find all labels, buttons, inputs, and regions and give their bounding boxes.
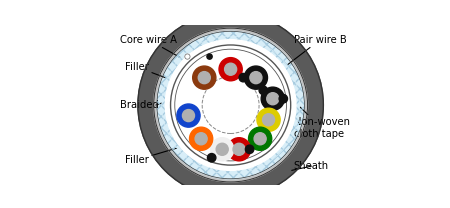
- Circle shape: [154, 28, 307, 182]
- Text: Filler: Filler: [125, 141, 201, 165]
- Circle shape: [244, 66, 267, 89]
- Circle shape: [207, 154, 216, 162]
- Circle shape: [254, 133, 266, 145]
- Circle shape: [216, 143, 228, 155]
- Circle shape: [261, 87, 284, 110]
- Circle shape: [250, 72, 262, 84]
- Circle shape: [245, 145, 254, 154]
- Circle shape: [257, 108, 280, 131]
- Text: Core wire A: Core wire A: [120, 35, 201, 69]
- Circle shape: [225, 63, 237, 75]
- Circle shape: [267, 93, 279, 105]
- Circle shape: [162, 37, 299, 173]
- Circle shape: [219, 58, 242, 81]
- Text: Braided shield: Braided shield: [120, 100, 192, 110]
- Text: Pair wire B: Pair wire B: [270, 35, 346, 78]
- Circle shape: [182, 110, 194, 122]
- Circle shape: [157, 31, 304, 179]
- Circle shape: [189, 127, 213, 150]
- Circle shape: [248, 127, 272, 150]
- Circle shape: [279, 94, 288, 103]
- Circle shape: [193, 66, 216, 89]
- Circle shape: [211, 138, 234, 161]
- Text: Filler: Filler: [125, 62, 199, 90]
- Circle shape: [227, 138, 251, 161]
- Circle shape: [239, 73, 248, 82]
- Circle shape: [185, 54, 190, 59]
- Circle shape: [207, 54, 212, 59]
- Circle shape: [198, 72, 210, 84]
- Circle shape: [165, 40, 296, 170]
- Circle shape: [177, 104, 200, 127]
- Text: Sheath: Sheath: [292, 161, 329, 171]
- Text: Non-woven
cloth tape: Non-woven cloth tape: [294, 107, 350, 139]
- Circle shape: [233, 143, 245, 155]
- Circle shape: [195, 133, 207, 145]
- Circle shape: [259, 86, 267, 94]
- Circle shape: [138, 12, 324, 198]
- Circle shape: [262, 114, 274, 126]
